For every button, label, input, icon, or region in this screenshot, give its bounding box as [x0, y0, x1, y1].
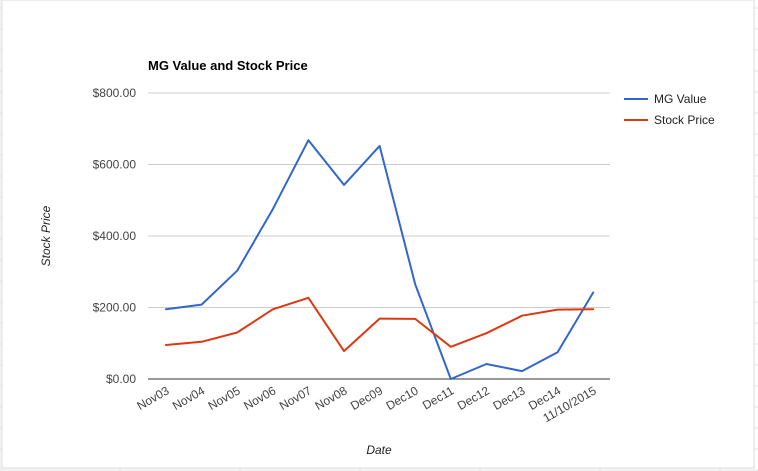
- x-axis-title: Date: [366, 443, 392, 457]
- y-axis-title: Stock Price: [39, 205, 53, 266]
- series-line-stock-price: [165, 296, 595, 353]
- y-gridlines: [148, 92, 610, 308]
- legend-label: MG Value: [654, 92, 707, 106]
- y-tick-label: $200.00: [93, 301, 137, 315]
- y-tick-label: $800.00: [93, 86, 137, 100]
- chart-legend: MG Value Stock Price: [624, 92, 715, 127]
- y-tick-label: $600.00: [93, 158, 137, 172]
- series-line-mg-value: [165, 139, 595, 380]
- chart-title: MG Value and Stock Price: [148, 58, 308, 73]
- legend-label: Stock Price: [654, 113, 715, 127]
- y-tick-label: $0.00: [106, 372, 136, 386]
- y-tick-labels: $0.00 $200.00 $400.00 $600.00 $800.00: [93, 86, 137, 386]
- y-tick-label: $400.00: [93, 229, 137, 243]
- series-lines: [165, 139, 595, 380]
